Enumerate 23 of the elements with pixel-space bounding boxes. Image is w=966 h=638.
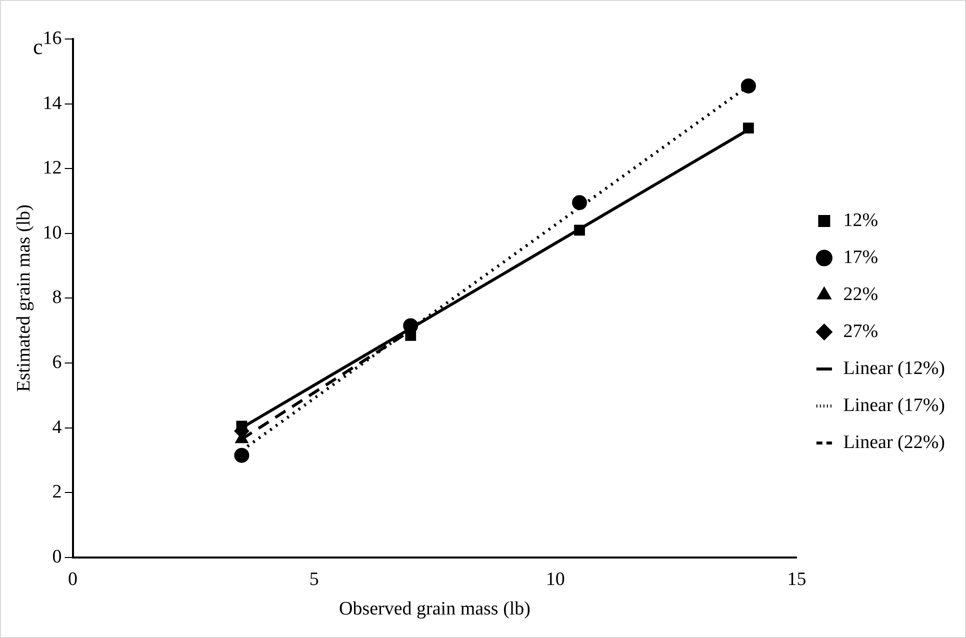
y-tick-label: 6 (52, 352, 62, 373)
text: c (33, 34, 43, 59)
x-tick-label: 10 (546, 568, 565, 590)
y-tick-label: 8 (52, 287, 62, 308)
legend-label: 17% (843, 246, 878, 268)
x-tick-label: 5 (309, 568, 319, 590)
legend-label: 22% (843, 284, 878, 305)
x-tick-label: 0 (68, 568, 78, 590)
x-tick-label: 15 (787, 568, 806, 590)
y-tick-label: 0 (52, 546, 62, 568)
y-tick-label: 14 (42, 92, 62, 114)
y-tick-label: 4 (52, 416, 62, 438)
legend-label: Linear (12%) (843, 358, 946, 379)
legend-label: 27% (843, 320, 878, 342)
legend-label: 12% (843, 210, 878, 231)
y-tick-label: 12 (42, 158, 62, 179)
y-tick-label: 16 (42, 28, 62, 49)
legend-label: Linear (22%) (843, 432, 946, 453)
x-axis-title: Observed grain mass (lb) (338, 598, 531, 620)
y-axis-title: Estimated grain mas (lb) (13, 204, 34, 392)
y-tick-label: 10 (42, 222, 62, 244)
legend-label: Linear (17%) (843, 394, 946, 416)
y-tick-label: 2 (52, 482, 62, 503)
